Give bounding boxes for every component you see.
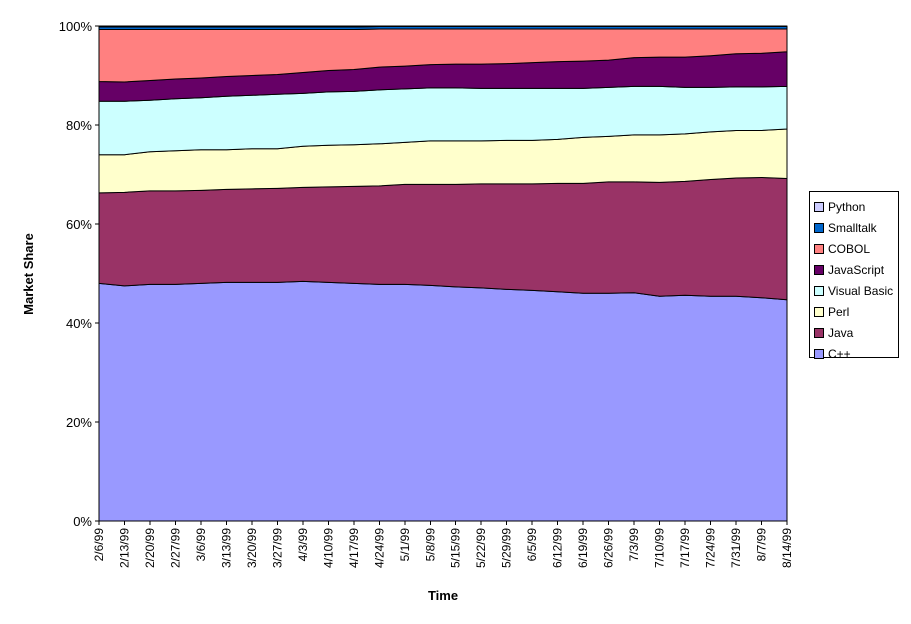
x-tick-label: 3/6/99 <box>194 528 208 562</box>
legend-swatch <box>814 222 824 233</box>
legend-item-visual-basic: Visual Basic <box>814 280 898 301</box>
area-series-python <box>98 25 788 28</box>
x-tick-label: 3/13/99 <box>219 528 233 568</box>
x-tick-label: 8/14/99 <box>780 528 794 568</box>
legend-label: Visual Basic <box>828 283 894 298</box>
x-tick-label: 7/10/99 <box>653 528 667 568</box>
x-tick-label: 2/20/99 <box>143 528 157 568</box>
legend-label: Python <box>828 199 866 214</box>
legend-item-cobol: COBOL <box>814 238 898 259</box>
legend-item-perl: Perl <box>814 301 898 322</box>
area-series-group <box>98 25 788 522</box>
x-tick-label: 6/19/99 <box>576 528 590 568</box>
legend-item-python: Python <box>814 196 898 217</box>
y-tick-label: 0% <box>73 514 92 529</box>
x-tick-label: 2/6/99 <box>92 528 106 562</box>
legend-label: Smalltalk <box>828 220 877 235</box>
x-tick-label: 5/29/99 <box>500 528 514 568</box>
legend-swatch <box>814 201 824 212</box>
x-tick-label: 6/26/99 <box>602 528 616 568</box>
y-tick-label: 60% <box>66 217 92 232</box>
x-tick-label: 6/12/99 <box>551 528 565 568</box>
x-tick-label: 8/7/99 <box>755 528 769 562</box>
x-axis-title: Time <box>428 588 458 603</box>
axes-group <box>95 25 788 525</box>
legend-label: JavaScript <box>828 262 885 277</box>
legend-swatch <box>814 348 824 359</box>
y-tick-label: 100% <box>59 19 93 34</box>
x-tick-label: 4/24/99 <box>372 528 386 568</box>
x-tick-label: 2/27/99 <box>168 528 182 568</box>
legend-item-javascript: JavaScript <box>814 259 898 280</box>
y-tick-label: 40% <box>66 316 92 331</box>
x-tick-label: 2/13/99 <box>117 528 131 568</box>
legend-label: COBOL <box>828 241 871 256</box>
legend-item-java: Java <box>814 322 898 343</box>
x-tick-label: 5/15/99 <box>449 528 463 568</box>
x-tick-label: 3/27/99 <box>270 528 284 568</box>
area-series-c- <box>98 280 788 522</box>
legend-swatch <box>814 306 824 317</box>
legend-label: Java <box>828 325 854 340</box>
x-tick-label: 4/3/99 <box>296 528 310 562</box>
legend-item-smalltalk: Smalltalk <box>814 217 898 238</box>
x-tick-label: 4/17/99 <box>347 528 361 568</box>
x-tick-label: 5/1/99 <box>398 528 412 562</box>
legend-swatch <box>814 327 824 338</box>
legend-swatch <box>814 243 824 254</box>
x-tick-label: 7/17/99 <box>678 528 692 568</box>
x-tick-label: 7/3/99 <box>627 528 641 562</box>
y-tick-label: 20% <box>66 415 92 430</box>
y-tick-label: 80% <box>66 118 92 133</box>
x-tick-label: 3/20/99 <box>245 528 259 568</box>
x-tick-labels: 2/6/99 2/13/99 2/20/99 2/27/99 3/6/99 3/13/99… <box>92 528 794 568</box>
x-tick-label: 7/31/99 <box>729 528 743 568</box>
y-axis-title: Market Share <box>21 233 36 315</box>
legend-swatch <box>814 264 824 275</box>
legend-item-c-: C++ <box>814 343 898 364</box>
y-tick-labels: 0% 20% 40% 60% 80% 100% <box>59 19 93 529</box>
x-tick-label: 5/22/99 <box>474 528 488 568</box>
legend-label: Perl <box>828 304 850 319</box>
legend-swatch <box>814 285 824 296</box>
legend-label: C++ <box>828 346 851 361</box>
x-tick-label: 7/24/99 <box>704 528 718 568</box>
x-tick-label: 6/5/99 <box>525 528 539 562</box>
area-series-java <box>98 176 788 301</box>
x-tick-label: 4/10/99 <box>321 528 335 568</box>
x-tick-label: 5/8/99 <box>423 528 437 562</box>
chart-legend: Python Smalltalk COBOL JavaScript Visual Bas… <box>809 191 899 361</box>
